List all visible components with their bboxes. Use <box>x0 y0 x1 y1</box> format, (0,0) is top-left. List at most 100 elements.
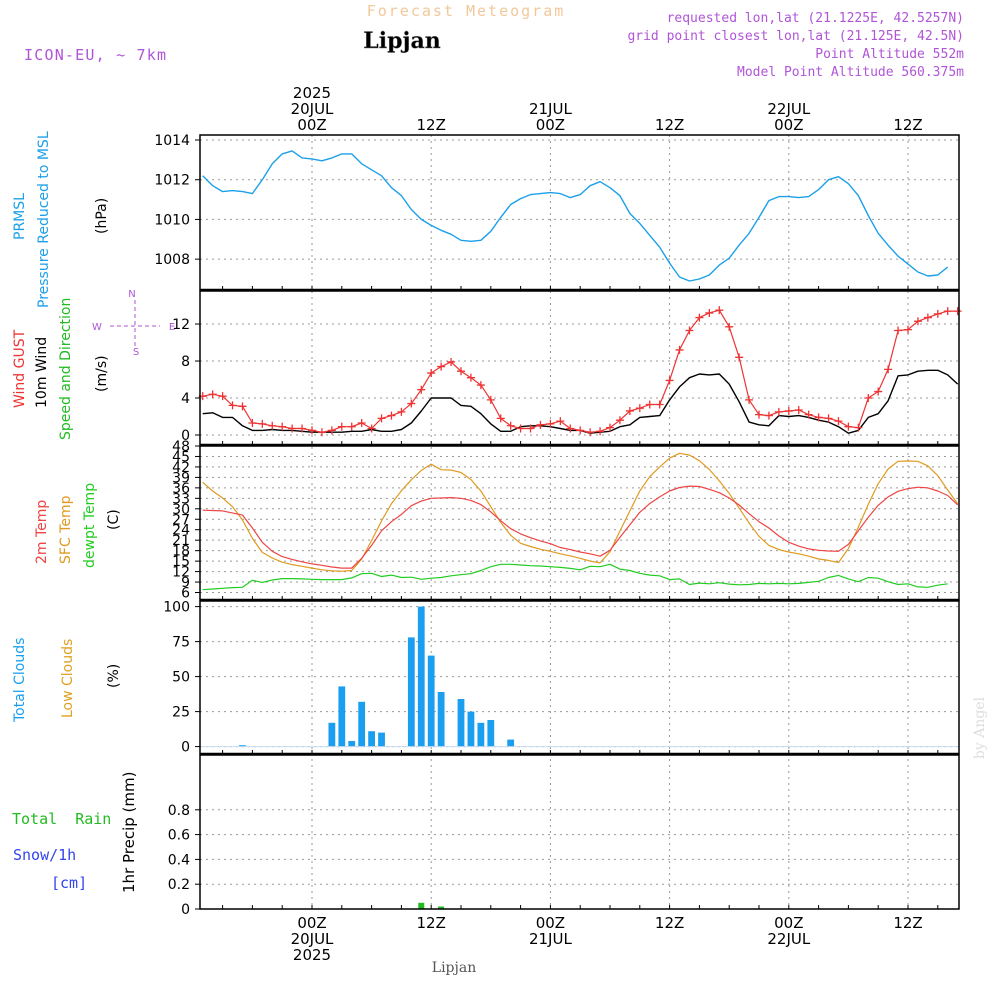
pressure-ytick-label: 1008 <box>154 252 190 268</box>
wind-gust-marker <box>953 307 962 316</box>
wind-gust-marker <box>576 426 585 435</box>
temperature-ytick-label: 33 <box>172 491 190 507</box>
temperature-ytick-label: 30 <box>172 502 190 518</box>
wind-gust-marker <box>457 367 465 376</box>
bottom-time-label: 22JUL <box>767 930 810 948</box>
total-cloud-bar <box>338 686 346 747</box>
wind-gust-marker <box>755 410 763 419</box>
dewpt-label: dewpt Temp <box>82 483 98 568</box>
wind-gust-marker <box>288 424 297 433</box>
info-requested: requested lon,lat (21.1225E, 42.5257N) <box>667 11 964 26</box>
wind-gust-marker <box>913 317 922 326</box>
wind-gust-marker <box>447 357 456 366</box>
wind-ytick-label: 12 <box>172 317 190 333</box>
wind-gust-marker <box>725 322 734 331</box>
info-point-altitude: Point Altitude 552m <box>815 47 964 62</box>
wind-gust-marker <box>208 390 217 399</box>
prmsl-line <box>202 150 949 282</box>
precipitation-ytick-label: 0.4 <box>168 852 190 868</box>
wind-gust-marker <box>814 413 823 422</box>
wind-gust-marker <box>894 326 903 335</box>
temperature-panel-frame <box>199 445 960 601</box>
dewpt-line <box>202 563 948 591</box>
info-grid-point: grid point closest lon,lat (21.125E, 42.… <box>627 29 964 44</box>
wind-gust-marker <box>615 416 624 425</box>
wind-gust-marker <box>566 424 575 433</box>
wind-gust-marker <box>804 410 813 419</box>
precipitation-ytick-label: 0.6 <box>168 828 190 844</box>
bottom-time-label: 12Z <box>417 914 446 932</box>
temperature-ytick-label: 21 <box>172 533 190 549</box>
wind-gust-marker <box>238 402 247 411</box>
cloud-panel-labels: Total Clouds Low Clouds (%) <box>12 638 122 723</box>
wind-gust-marker <box>367 424 376 433</box>
axes-layer: 1008101010121014048126912151821242730333… <box>154 84 960 964</box>
temperature-ytick-label: 9 <box>181 575 190 591</box>
temp-panel-labels: 2m Temp SFC Temp dewpt Temp (C) <box>34 483 122 568</box>
bottom-time-label: 12Z <box>655 914 684 932</box>
clouds-ytick-label: 50 <box>172 670 190 686</box>
wind-gust-marker <box>735 353 744 362</box>
clouds-panel-frame <box>199 600 960 755</box>
compass-west: W <box>92 322 102 333</box>
wind-gust-marker <box>606 423 614 432</box>
total-cloud-bar <box>368 731 375 747</box>
pressure-unit: (hPa) <box>94 198 110 234</box>
rain-bar <box>418 902 425 909</box>
temperature-ytick-label: 36 <box>172 481 190 497</box>
t2m-line <box>202 485 959 569</box>
wind-ytick-label: 4 <box>181 391 190 407</box>
total-cloud-bar <box>477 722 485 747</box>
snow-unit-label: [cm] <box>51 874 87 892</box>
footer-location: Lipjan <box>432 960 476 976</box>
temp-unit: (C) <box>106 509 122 530</box>
top-time-label: 22JUL <box>767 100 810 118</box>
sfc-temp-line <box>202 452 959 572</box>
precip-panel-labels: Total Rain Snow/1h [cm] 1hr Precip (mm) <box>12 772 138 893</box>
total-cloud-bar <box>407 637 415 747</box>
wind10m-line <box>202 369 959 434</box>
precipitation-ytick-label: 0.8 <box>168 803 190 819</box>
wind-gust-marker <box>904 325 912 334</box>
wind-gust-marker <box>496 414 505 423</box>
pressure-ytick-label: 1010 <box>154 212 190 228</box>
temperature-ytick-label: 12 <box>172 565 190 581</box>
wind-gust-marker <box>645 400 654 409</box>
wind-gust-marker <box>228 401 237 410</box>
top-time-label: 20JUL <box>291 100 334 118</box>
temperature-ytick-label: 48 <box>172 439 190 455</box>
temperature-ytick-label: 27 <box>172 512 190 528</box>
wind-gust-marker <box>854 423 863 432</box>
wind-gust-marker <box>258 419 267 428</box>
wind-gust-marker <box>784 406 793 415</box>
clouds-ytick-label: 100 <box>163 600 190 616</box>
compass-east: E <box>169 322 175 333</box>
low-clouds-label: Low Clouds <box>60 639 76 718</box>
top-time-label: 00Z <box>536 116 565 134</box>
total-rain-label: Total Rain <box>12 810 111 828</box>
bottom-time-label: 12Z <box>893 914 922 932</box>
rain-bar <box>438 906 445 909</box>
wind-gust-marker <box>586 428 595 437</box>
cloud-unit: (%) <box>106 664 122 688</box>
prmsl-label: PRMSL <box>12 193 28 240</box>
wind-gust-marker <box>407 399 416 408</box>
wind-gust-marker <box>923 313 932 322</box>
pressure-ytick-label: 1012 <box>154 173 190 189</box>
wind-panel-labels: Wind GUST 10m Wind Speed and Direction (… <box>12 298 110 440</box>
total-cloud-bar <box>487 720 495 747</box>
wind-gust-label: Wind GUST <box>12 329 28 408</box>
compass-south: S <box>133 347 139 358</box>
pressure-panel-frame <box>199 134 960 291</box>
temperature-ytick-label: 15 <box>172 554 190 570</box>
wind-gust-marker <box>685 326 694 335</box>
top-time-label: 00Z <box>774 116 803 134</box>
compass-rose: N S W E <box>92 289 175 358</box>
wind-gust-marker <box>943 307 952 316</box>
bottom-time-label: 2025 <box>293 946 331 964</box>
wind-gust-marker <box>764 411 773 420</box>
bottom-time-label: 00Z <box>297 914 326 932</box>
wind-gust-marker <box>596 427 605 436</box>
wind-gust-marker <box>745 395 754 404</box>
